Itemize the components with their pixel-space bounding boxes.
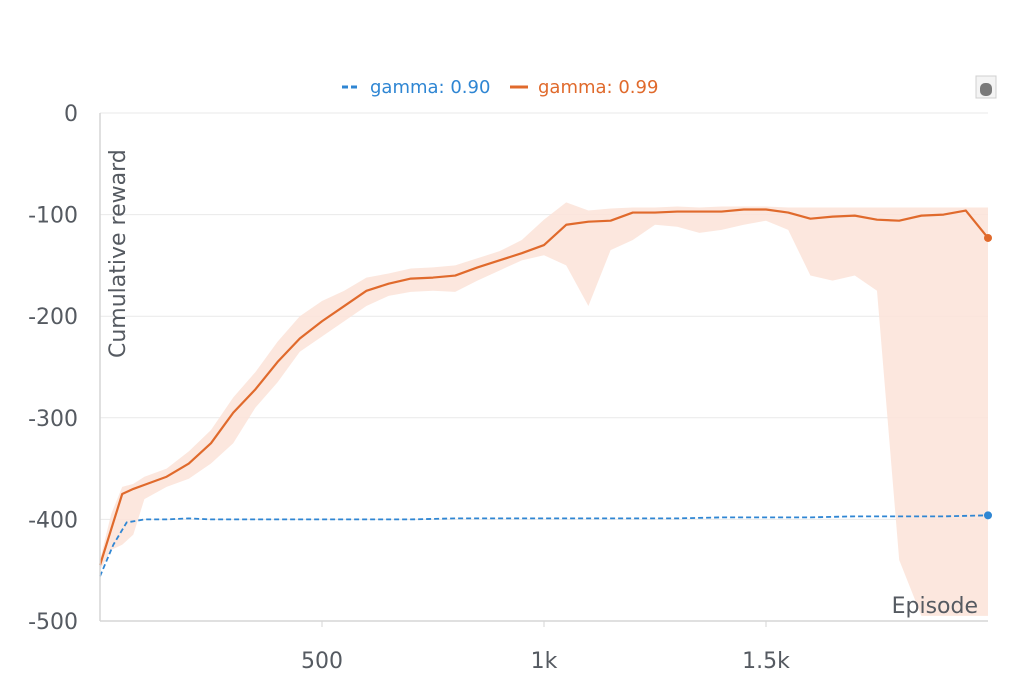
legend-label-0[interactable]: gamma: 0.90 [370, 77, 490, 98]
axes [99, 113, 988, 622]
series-endpoint-0[interactable] [984, 511, 992, 520]
menu-icon[interactable] [975, 75, 997, 99]
legend-label-1[interactable]: gamma: 0.99 [538, 77, 658, 98]
y-tick-label-4: -400 [28, 508, 78, 533]
x-axis-title: Episode [892, 594, 978, 619]
series-line-0 [99, 514, 989, 577]
series-lines [98, 208, 992, 577]
series-line-1 [98, 208, 989, 566]
confidence-bands [100, 202, 988, 616]
x-tick-label-2: 1.5k [742, 649, 790, 674]
grid [100, 112, 988, 520]
series-endpoint-1[interactable] [984, 233, 992, 242]
y-tick-label-5: -500 [28, 610, 78, 635]
x-tick-label-1: 1k [531, 649, 558, 674]
legend[interactable]: gamma: 0.90 gamma: 0.99 [342, 77, 658, 98]
y-tick-label-3: -300 [28, 407, 78, 432]
confidence-band-0 [100, 202, 988, 616]
y-tick-label-2: -200 [28, 305, 78, 330]
tick-labels: 0 -100 -200 -300 -400 -500 500 1k 1.5k [28, 102, 790, 674]
y-tick-label-0: 0 [64, 102, 78, 127]
x-tick-label-0: 500 [301, 649, 343, 674]
y-axis-title: Cumulative reward [106, 149, 131, 358]
y-tick-label-1: -100 [28, 204, 78, 229]
